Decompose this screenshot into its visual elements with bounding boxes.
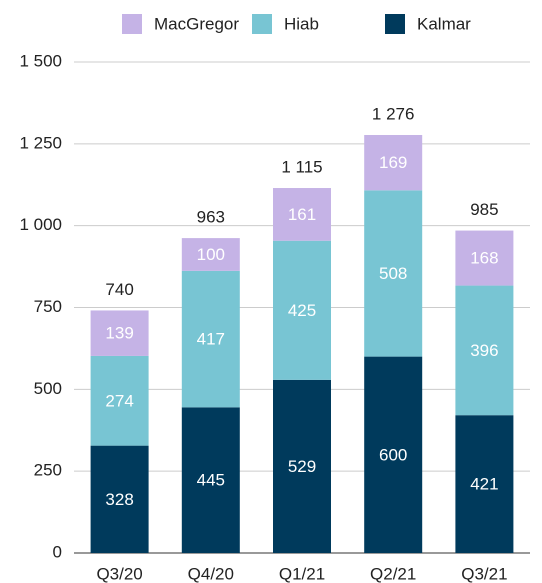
x-tick-label: Q3/21 [461,564,507,583]
x-tick-label: Q2/21 [370,564,416,583]
bar-segment [90,310,149,356]
data-label: 421 [470,475,498,494]
data-label: 417 [197,330,225,349]
legend-swatch [252,14,272,34]
y-tick-label: 0 [53,542,62,561]
x-tick-label: Q1/21 [279,564,325,583]
y-tick-label: 750 [34,297,62,316]
data-label: 161 [288,205,316,224]
data-label: 425 [288,301,316,320]
data-label: 328 [105,490,133,509]
x-tick-label: Q4/20 [188,564,234,583]
bar-segment [273,188,331,241]
bar-segment [90,445,149,553]
y-tick-label: 1 000 [19,215,62,234]
bar-segment [455,415,514,553]
x-tick-label: Q3/20 [96,564,142,583]
bar-segment [273,379,331,553]
total-label: 963 [197,208,225,227]
bar-segment [364,134,423,191]
legend-swatch [385,14,405,34]
data-label: 508 [379,264,407,283]
legend-label: Kalmar [417,14,471,33]
legend-label: MacGregor [154,14,239,33]
bar-segment [181,238,240,271]
y-tick-label: 500 [34,379,62,398]
data-label: 600 [379,445,407,464]
legend-swatch [122,14,142,34]
data-label: 396 [470,341,498,360]
data-label: 169 [379,153,407,172]
total-label: 985 [470,200,498,219]
bar-segment [181,270,240,408]
bar-segment [455,285,514,416]
y-tick-label: 250 [34,461,62,480]
data-label: 445 [197,471,225,490]
bar-segment [90,355,149,446]
data-label: 168 [470,249,498,268]
total-label: 740 [105,280,133,299]
data-label: 274 [105,391,133,410]
y-tick-label: 1 500 [19,51,62,70]
data-label: 529 [288,457,316,476]
bar-segment [273,240,331,380]
bar-segment [364,356,423,553]
y-tick-label: 1 250 [19,133,62,152]
total-label: 1 276 [372,104,415,123]
bar-segment [364,190,423,357]
total-label: 1 115 [281,158,322,177]
legend-label: Hiab [284,14,319,33]
data-label: 100 [197,245,225,264]
bar-segment [455,230,514,286]
bar-segment [181,407,240,553]
data-label: 139 [105,324,133,343]
